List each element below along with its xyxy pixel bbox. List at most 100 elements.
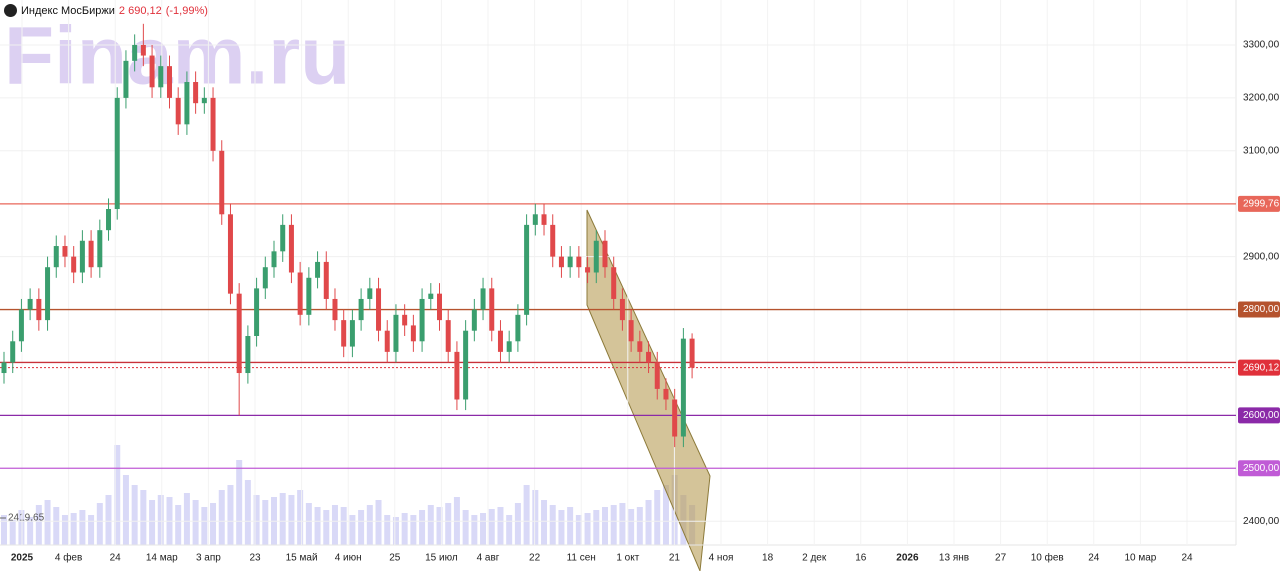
volume-bar — [105, 495, 112, 545]
candle-body — [123, 60, 129, 98]
candle-body — [97, 230, 103, 268]
candle-body — [663, 388, 669, 400]
x-tick-label: 1 окт — [616, 553, 639, 564]
x-tick-label: 18 — [762, 553, 774, 564]
candle-body — [437, 293, 442, 321]
candle-body — [62, 246, 68, 257]
change: (-1,99%) — [165, 4, 208, 17]
volume-bar — [340, 507, 347, 545]
volume-bar — [645, 500, 652, 545]
candle-body — [384, 330, 390, 352]
volume-bar — [636, 507, 643, 545]
candle-body — [88, 240, 94, 268]
candle-body — [323, 261, 329, 299]
volume-bar — [88, 515, 95, 545]
candle-body — [166, 66, 172, 98]
volume-bar — [375, 500, 382, 545]
candle-body — [18, 309, 24, 342]
candle-body — [445, 320, 451, 352]
candle-body — [637, 341, 643, 352]
volume-bar — [436, 507, 443, 545]
volume-label: 2419,65 — [8, 513, 45, 524]
candle-body — [480, 288, 486, 310]
volume-bar — [192, 500, 199, 545]
candle-body — [10, 341, 16, 363]
volume-bar — [210, 503, 217, 545]
candle-body — [611, 267, 617, 299]
volume-bar — [558, 510, 565, 545]
x-tick-label: 14 мар — [146, 553, 178, 564]
icon — [4, 4, 17, 17]
candle-body — [628, 320, 634, 342]
volume-bar — [244, 480, 251, 545]
candle-body — [201, 97, 207, 104]
volume-bar — [227, 485, 234, 545]
volume-bar — [331, 505, 338, 545]
volume-bar — [262, 500, 269, 545]
candle-body — [497, 330, 503, 352]
x-tick-label: 11 сен — [567, 553, 596, 564]
volume-bar — [183, 493, 190, 545]
volume-bar — [70, 513, 77, 545]
level-tag — [1238, 195, 1280, 212]
volume-bar — [314, 507, 321, 545]
volume-bar — [445, 503, 452, 545]
x-tick-label: 16 — [855, 553, 867, 564]
candle-body — [341, 320, 347, 347]
candle-body — [45, 267, 51, 321]
volume-bar — [122, 475, 129, 545]
x-tick-label: 15 май — [286, 553, 318, 564]
candle-body — [654, 362, 660, 389]
candle-body — [1, 362, 7, 374]
candle-body — [210, 97, 216, 151]
volume-bar — [201, 507, 208, 545]
volume-bar — [471, 515, 478, 545]
candle-body — [288, 224, 294, 273]
volume-bar — [541, 500, 548, 545]
x-tick-label: 2025 — [11, 553, 34, 564]
x-tick-label: 24 — [1181, 553, 1193, 564]
candle-body — [558, 256, 564, 268]
volume-bar — [9, 520, 16, 545]
volume-bar — [462, 510, 469, 545]
volume-bar — [358, 510, 365, 545]
level-label: 2800,00 — [1243, 304, 1280, 315]
volume-bar — [662, 485, 669, 545]
candle-body — [315, 261, 321, 278]
volume-bar — [575, 515, 582, 545]
candle-body — [619, 298, 625, 321]
level-tag — [1238, 407, 1280, 424]
candle-body — [245, 335, 251, 374]
volume-bar — [53, 507, 60, 545]
x-tick-label: 27 — [995, 553, 1007, 564]
x-tick-label: 13 янв — [939, 553, 969, 564]
y-tick-label: 2900,00 — [1243, 251, 1280, 262]
volume-bar — [288, 495, 295, 545]
candle-body — [454, 351, 460, 400]
candle-body — [367, 288, 373, 299]
candle-body — [689, 338, 695, 368]
candle-body — [567, 256, 573, 268]
candle-body — [53, 246, 59, 268]
candle-body — [27, 298, 33, 310]
candle-body — [463, 330, 469, 400]
level-label: 2999,76 — [1243, 198, 1280, 209]
volume-bar — [549, 505, 556, 545]
volume-bar — [27, 517, 34, 545]
x-tick-label: 4 июн — [335, 553, 362, 564]
volume-bar — [419, 510, 426, 545]
volume-bar — [18, 510, 25, 545]
volume-bar — [392, 517, 399, 545]
volume-bar — [567, 507, 574, 545]
price: 2 690,12 — [118, 4, 162, 17]
volume-bar — [79, 510, 86, 545]
candle-body — [576, 256, 582, 268]
candle-body — [184, 82, 190, 125]
volume-bar — [131, 485, 138, 545]
candle-body — [262, 267, 268, 289]
x-tick-label: 10 фев — [1031, 552, 1064, 564]
volume-bar — [366, 505, 373, 545]
volume-bar — [514, 503, 521, 545]
candle-body — [158, 66, 164, 88]
header: Индекс МосБиржи 2 690,12 (-1,99%) — [4, 4, 208, 17]
